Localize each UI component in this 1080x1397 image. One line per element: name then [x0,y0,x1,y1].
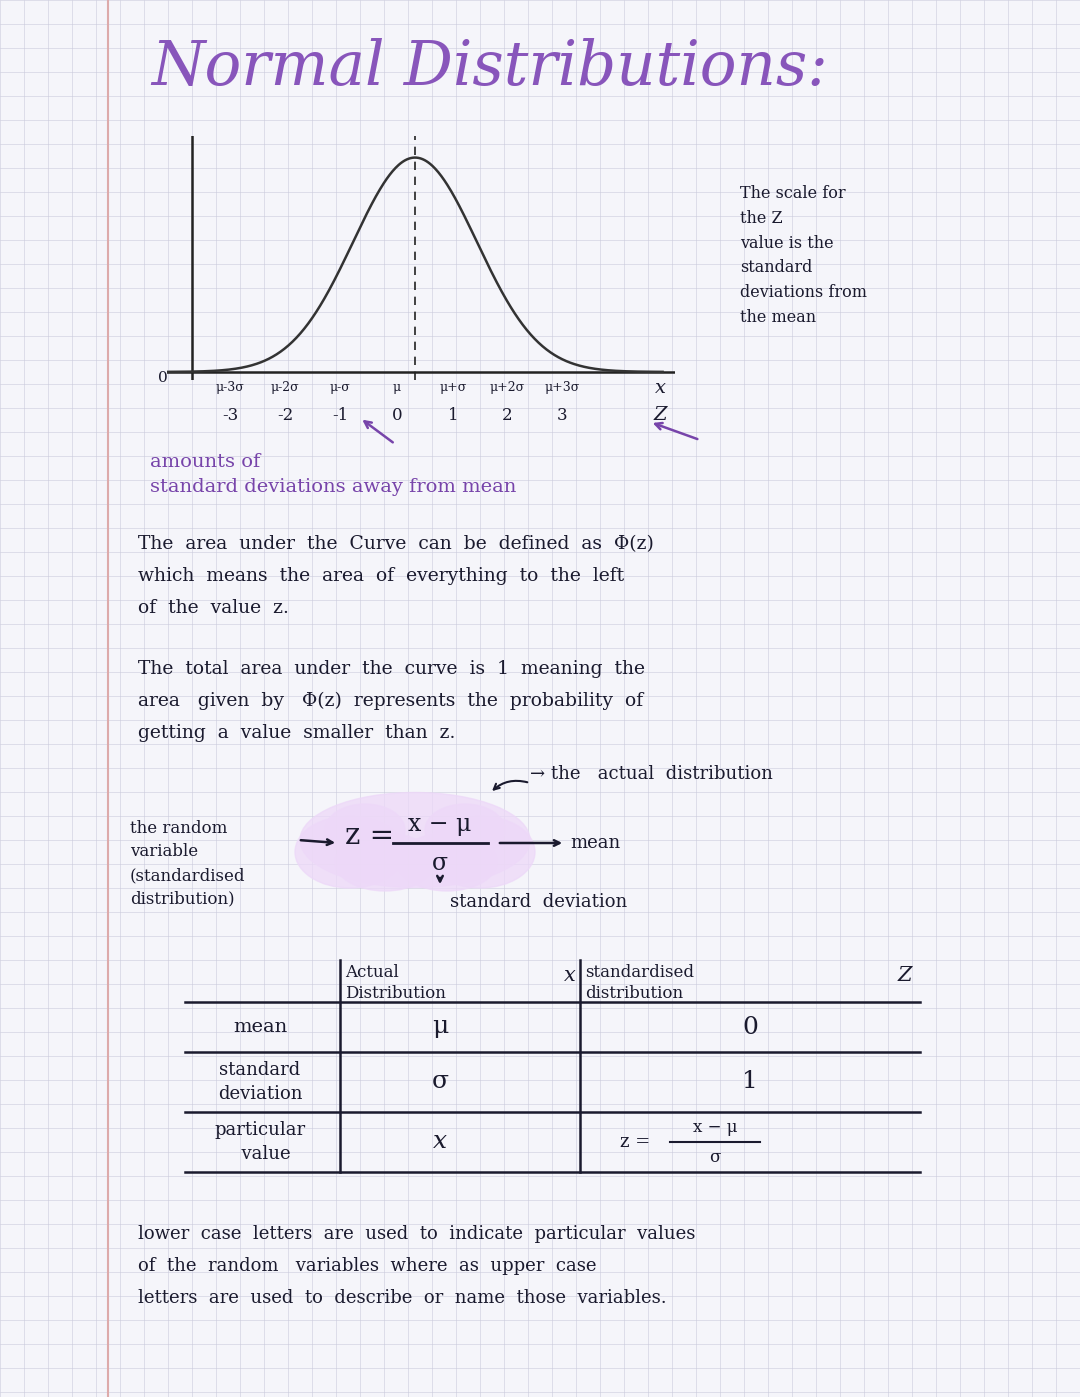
Ellipse shape [426,816,535,888]
Text: 2: 2 [502,407,512,423]
Text: the random
variable
(standardised
distribution): the random variable (standardised distri… [130,820,245,908]
Text: 1: 1 [742,1070,758,1094]
Text: 0: 0 [742,1016,758,1038]
Text: The  total  area  under  the  curve  is  1  meaning  the: The total area under the curve is 1 mean… [138,659,645,678]
Text: μ+σ: μ+σ [440,381,467,394]
Text: μ: μ [432,1016,448,1038]
Text: σ: σ [432,852,448,875]
Text: z =: z = [620,1133,650,1151]
Text: which  means  the  area  of  everything  to  the  left: which means the area of everything to th… [138,567,624,585]
Text: The scale for
the Z
value is the
standard
deviations from
the mean: The scale for the Z value is the standar… [740,184,867,326]
Text: 0: 0 [158,372,167,386]
Text: x: x [564,965,576,985]
Text: of  the  random   variables  where  as  upper  case: of the random variables where as upper c… [138,1257,596,1275]
Text: 0: 0 [392,407,403,423]
Ellipse shape [335,833,435,891]
Text: -1: -1 [332,407,348,423]
Text: standard
deviation: standard deviation [218,1062,302,1102]
Ellipse shape [325,805,405,856]
Text: σ: σ [710,1148,720,1165]
Ellipse shape [300,792,530,887]
Text: standard deviations away from mean: standard deviations away from mean [150,478,516,496]
Text: Z: Z [653,407,666,425]
Text: -2: -2 [276,407,293,423]
Text: lower  case  letters  are  used  to  indicate  particular  values: lower case letters are used to indicate … [138,1225,696,1243]
Text: x − μ: x − μ [408,813,472,837]
Text: μ+2σ: μ+2σ [489,381,525,394]
Text: → the   actual  distribution: → the actual distribution [530,766,773,782]
Ellipse shape [426,805,505,856]
Text: Actual
Distribution: Actual Distribution [345,964,446,1002]
Text: z =: z = [345,821,394,849]
Ellipse shape [397,833,497,891]
Text: Z: Z [897,965,913,985]
Text: getting  a  value  smaller  than  z.: getting a value smaller than z. [138,724,456,742]
Text: μ-σ: μ-σ [329,381,350,394]
Text: σ: σ [432,1070,448,1094]
Text: μ-3σ: μ-3σ [216,381,244,394]
Text: mean: mean [233,1018,287,1037]
Text: of  the  value  z.: of the value z. [138,599,288,617]
Text: amounts of: amounts of [150,453,260,471]
Text: letters  are  used  to  describe  or  name  those  variables.: letters are used to describe or name tho… [138,1289,666,1308]
Text: -3: -3 [221,407,238,423]
Text: standard  deviation: standard deviation [450,893,627,911]
Text: μ+3σ: μ+3σ [544,381,580,394]
Text: Normal Distributions:: Normal Distributions: [151,38,828,98]
Text: x: x [654,379,665,397]
Text: particular
  value: particular value [215,1122,306,1162]
Text: area   given  by   Φ(z)  represents  the  probability  of: area given by Φ(z) represents the probab… [138,692,643,710]
Text: 3: 3 [556,407,567,423]
Text: μ: μ [393,381,401,394]
Text: The  area  under  the  Curve  can  be  defined  as  Φ(z): The area under the Curve can be defined … [138,535,653,553]
Text: μ-2σ: μ-2σ [271,381,299,394]
Text: mean: mean [570,834,620,852]
Text: 1: 1 [448,407,458,423]
Text: x − μ: x − μ [692,1119,738,1136]
Text: x: x [433,1130,447,1154]
Text: standardised
distribution: standardised distribution [585,964,694,1002]
Ellipse shape [295,816,405,888]
